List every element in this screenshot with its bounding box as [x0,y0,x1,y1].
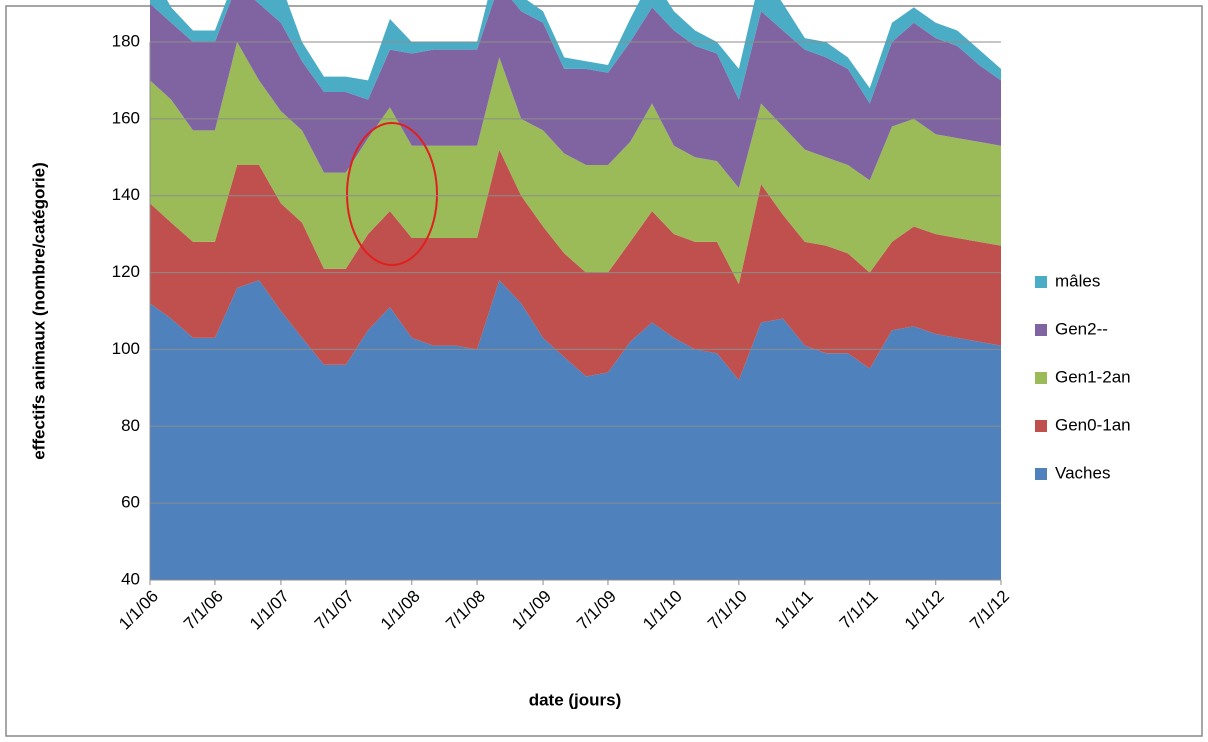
legend-label: Gen0-1an [1055,415,1131,434]
legend-label: Gen2-- [1055,319,1108,338]
x-axis-title: date (jours) [529,690,622,709]
area [150,42,1001,285]
y-tick-label: 160 [112,108,140,127]
area [150,0,1001,104]
area [150,149,1001,381]
y-tick-label: 140 [112,185,140,204]
legend-swatch [1035,420,1047,432]
legend-swatch [1035,372,1047,384]
area [150,280,1001,580]
legend-label: mâles [1055,271,1100,290]
plot-area [150,0,1001,580]
legend-swatch [1035,468,1047,480]
legend-swatch [1035,324,1047,336]
y-tick-label: 120 [112,262,140,281]
y-tick-label: 40 [121,569,140,588]
y-tick-label: 60 [121,493,140,512]
y-axis-title: effectifs animaux (nombre/catégorie) [29,162,48,460]
legend-swatch [1035,276,1047,288]
y-tick-label: 180 [112,31,140,50]
legend-label: Vaches [1055,463,1110,482]
highlight-ellipse [346,122,438,266]
y-tick-label: 100 [112,339,140,358]
y-tick-label: 80 [121,416,140,435]
legend-label: Gen1-2an [1055,367,1131,386]
